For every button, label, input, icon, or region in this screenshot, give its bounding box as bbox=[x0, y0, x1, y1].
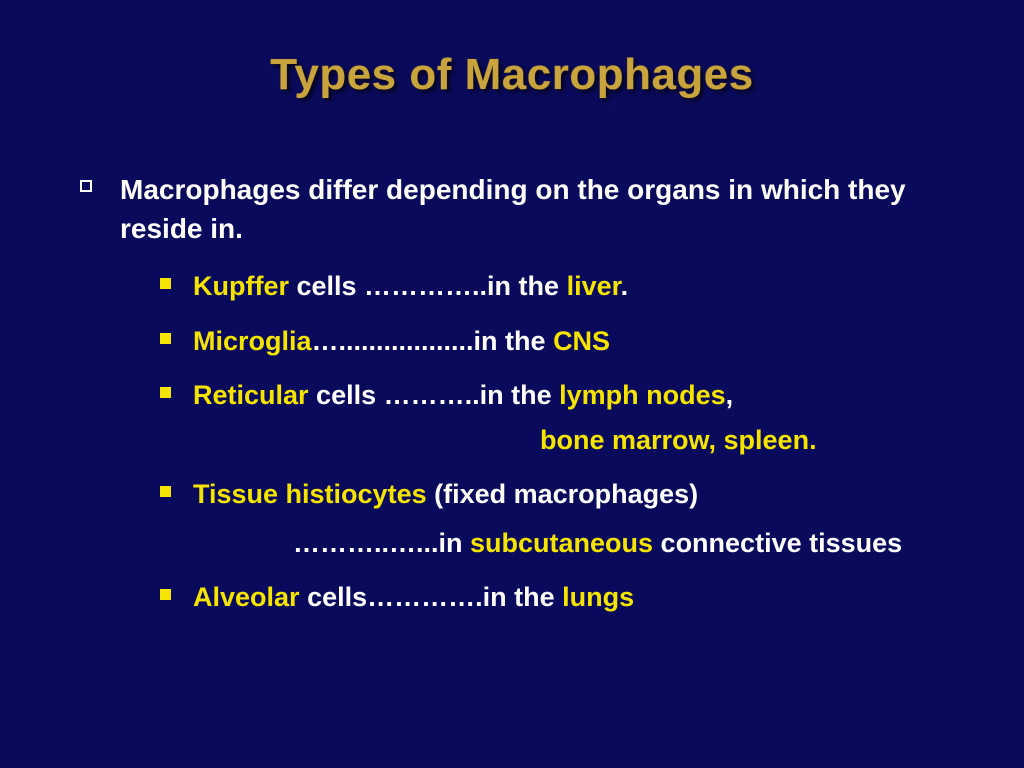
sub-bullet-list: Kupffer cells …………..in the liver. Microg… bbox=[60, 266, 964, 618]
slide-title: Types of Macrophages bbox=[60, 50, 964, 100]
connector: cells …………..in the bbox=[289, 271, 567, 301]
connector: cells ………..in the bbox=[309, 380, 560, 410]
cell-type: Reticular bbox=[193, 380, 309, 410]
continuation-text: bone marrow, spleen. bbox=[540, 425, 817, 455]
location: lungs bbox=[562, 582, 634, 612]
list-item-text: Kupffer cells …………..in the liver. bbox=[193, 266, 628, 307]
list-item: Alveolar cells………….in the lungs bbox=[160, 577, 964, 618]
cell-type: Kupffer bbox=[193, 271, 289, 301]
slide: Types of Macrophages Macrophages differ … bbox=[0, 0, 1024, 768]
location: lymph nodes bbox=[559, 380, 726, 410]
square-fill-icon bbox=[160, 333, 171, 344]
connector: (fixed macrophages) bbox=[427, 479, 699, 509]
square-outline-icon bbox=[80, 180, 92, 192]
square-fill-icon bbox=[160, 278, 171, 289]
line2-pre: ………..…...in bbox=[293, 528, 470, 558]
list-item-text: Tissue histiocytes (fixed macrophages) bbox=[193, 474, 698, 515]
main-bullet: Macrophages differ depending on the orga… bbox=[60, 170, 964, 248]
list-item: Reticular cells ………..in the lymph nodes, bbox=[160, 375, 964, 416]
list-item-continuation: bone marrow, spleen. bbox=[160, 420, 964, 461]
tail: . bbox=[621, 271, 629, 301]
list-item-text: Alveolar cells………….in the lungs bbox=[193, 577, 634, 618]
cell-type: Alveolar bbox=[193, 582, 300, 612]
list-item-text: Microglia…..................in the CNS bbox=[193, 321, 610, 362]
line2-location: subcutaneous bbox=[470, 528, 653, 558]
main-bullet-text: Macrophages differ depending on the orga… bbox=[120, 170, 964, 248]
line2-post: connective tissues bbox=[653, 528, 902, 558]
list-item: Microglia…..................in the CNS bbox=[160, 321, 964, 362]
square-fill-icon bbox=[160, 589, 171, 600]
square-fill-icon bbox=[160, 486, 171, 497]
location: liver bbox=[567, 271, 621, 301]
list-item: Tissue histiocytes (fixed macrophages) bbox=[160, 474, 964, 515]
cell-type: Tissue histiocytes bbox=[193, 479, 427, 509]
tail: , bbox=[726, 380, 734, 410]
list-item-text: Reticular cells ………..in the lymph nodes, bbox=[193, 375, 733, 416]
list-item-continuation: ………..…...in subcutaneous connective tiss… bbox=[160, 523, 964, 564]
connector: …..................in the bbox=[312, 326, 554, 356]
location: CNS bbox=[553, 326, 610, 356]
cell-type: Microglia bbox=[193, 326, 312, 356]
connector: cells………….in the bbox=[300, 582, 563, 612]
list-item: Kupffer cells …………..in the liver. bbox=[160, 266, 964, 307]
square-fill-icon bbox=[160, 387, 171, 398]
